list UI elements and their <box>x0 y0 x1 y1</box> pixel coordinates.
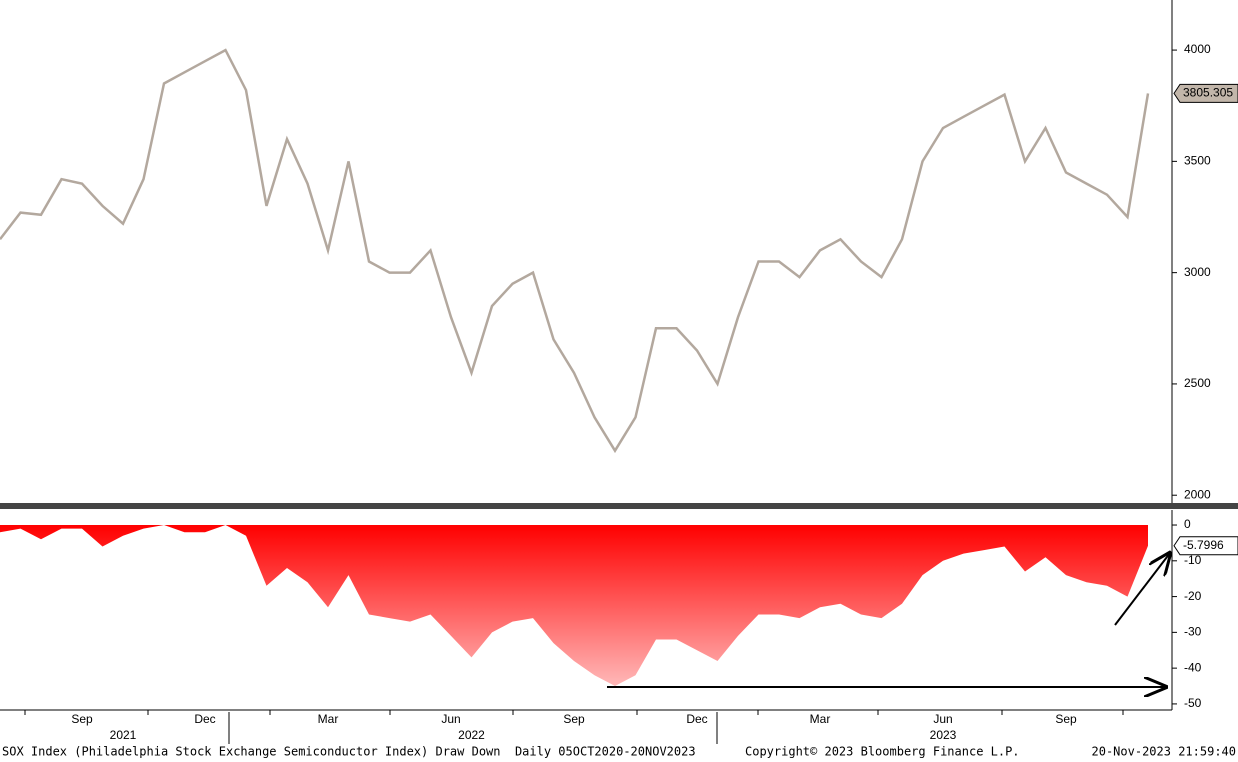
x-tick-label: Sep <box>563 712 585 726</box>
y-tick-label: 2500 <box>1184 376 1211 390</box>
x-tick-label: Sep <box>1055 712 1077 726</box>
y-tick-label: 2000 <box>1184 487 1211 501</box>
footer-center: Copyright© 2023 Bloomberg Finance L.P. <box>745 745 1020 759</box>
price-line <box>0 48 1150 454</box>
x-year-label: 2021 <box>110 728 137 742</box>
x-year-label: 2023 <box>930 728 957 742</box>
annotation-arrow <box>1114 553 1170 626</box>
footer-left: SOX Index (Philadelphia Stock Exchange S… <box>2 745 696 759</box>
drawdown-area <box>0 525 1148 686</box>
y-tick-label: 3000 <box>1184 265 1211 279</box>
x-tick-label: Mar <box>810 712 831 726</box>
y-tick-label: -10 <box>1184 553 1202 567</box>
y-tick-label: -50 <box>1184 696 1202 710</box>
x-year-label: 2022 <box>458 728 485 742</box>
x-tick-label: Jun <box>933 712 952 726</box>
y-tick-label: -30 <box>1184 625 1202 639</box>
y-tick-label: 4000 <box>1184 42 1211 56</box>
footer-right: 20-Nov-2023 21:59:40 <box>1092 745 1237 759</box>
last-value-box <box>1173 536 1238 556</box>
y-tick-label: -20 <box>1184 589 1202 603</box>
x-tick-label: Jun <box>441 712 460 726</box>
last-value-label: 3805.305 <box>1183 86 1233 100</box>
y-tick-label: 0 <box>1184 517 1191 531</box>
x-tick-label: Dec <box>194 712 215 726</box>
x-tick-label: Sep <box>71 712 93 726</box>
x-tick-label: Dec <box>686 712 707 726</box>
x-tick-label: Mar <box>318 712 339 726</box>
y-tick-label: 3500 <box>1184 154 1211 168</box>
last-value-box <box>1173 83 1238 103</box>
panel-divider <box>0 503 1238 509</box>
y-tick-label: -40 <box>1184 660 1202 674</box>
last-value-label: -5.7996 <box>1183 538 1224 552</box>
